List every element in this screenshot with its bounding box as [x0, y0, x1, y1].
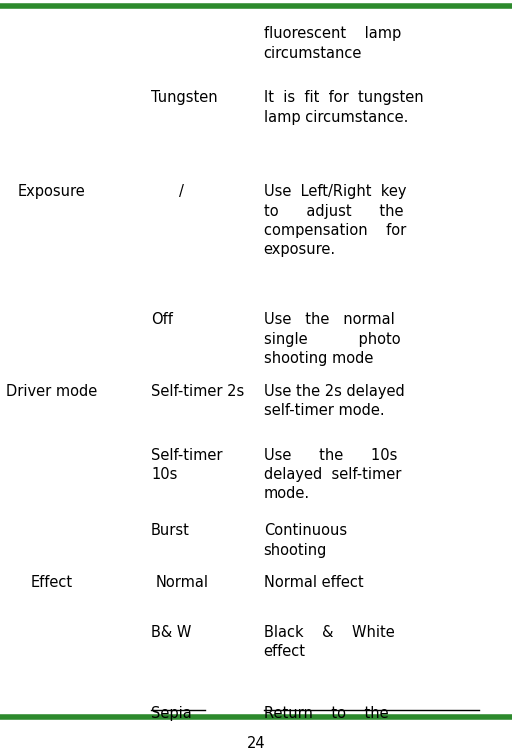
Text: B& W: B& W [151, 625, 191, 640]
Text: Use  Left/Right  key
to      adjust      the
compensation    for
exposure.: Use Left/Right key to adjust the compens… [264, 184, 406, 257]
Text: Continuous
shooting: Continuous shooting [264, 523, 347, 557]
Text: fluorescent    lamp
circumstance: fluorescent lamp circumstance [264, 26, 401, 60]
Text: Return    to    the: Return to the [264, 706, 388, 721]
Text: Use      the      10s
delayed  self-timer
mode.: Use the 10s delayed self-timer mode. [264, 448, 401, 501]
Text: Burst: Burst [151, 523, 190, 538]
Text: It  is  fit  for  tungsten
lamp circumstance.: It is fit for tungsten lamp circumstance… [264, 90, 423, 124]
Text: Normal effect: Normal effect [264, 575, 364, 590]
Text: Off: Off [151, 312, 173, 328]
Text: Sepia: Sepia [151, 706, 192, 721]
Text: Normal: Normal [155, 575, 208, 590]
Text: Self-timer 2s: Self-timer 2s [151, 384, 244, 399]
Text: /: / [179, 184, 184, 200]
Text: 24: 24 [247, 736, 265, 751]
Text: Driver mode: Driver mode [6, 384, 97, 399]
Text: Tungsten: Tungsten [151, 90, 218, 105]
Text: Use   the   normal
single           photo
shooting mode: Use the normal single photo shooting mod… [264, 312, 400, 366]
Text: Self-timer
10s: Self-timer 10s [151, 448, 223, 482]
Text: Effect: Effect [30, 575, 72, 590]
Text: Exposure: Exposure [17, 184, 85, 200]
Text: Use the 2s delayed
self-timer mode.: Use the 2s delayed self-timer mode. [264, 384, 404, 418]
Text: Black    &    White
effect: Black & White effect [264, 625, 394, 659]
